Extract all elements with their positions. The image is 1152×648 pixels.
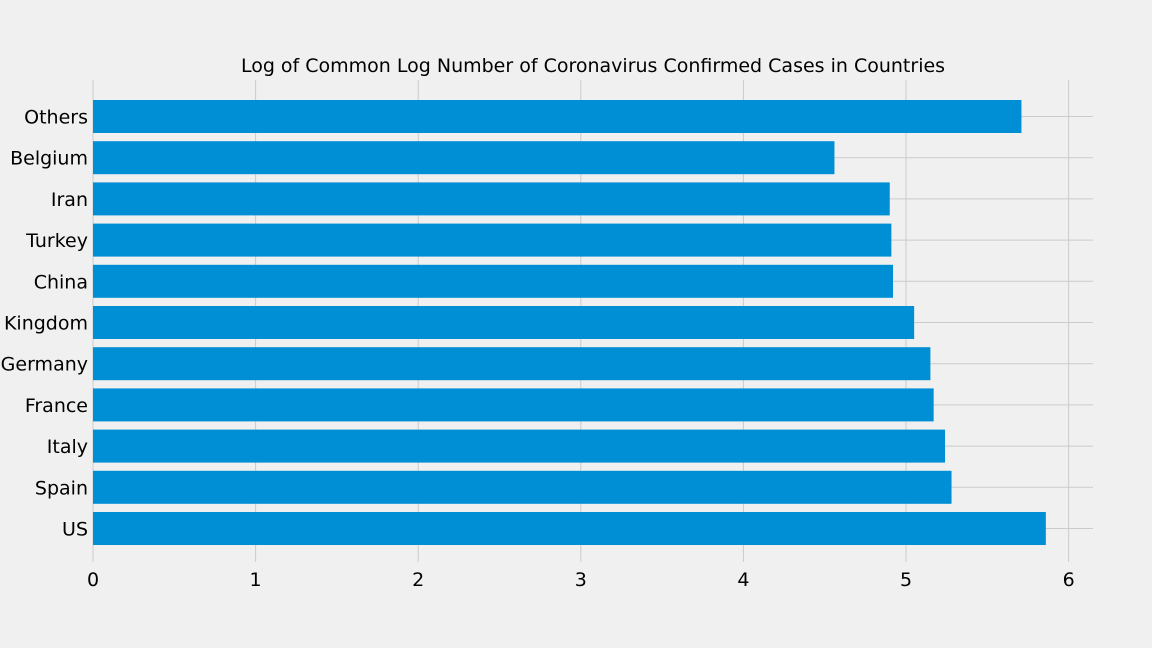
- x-tick-label: 2: [412, 569, 424, 591]
- x-tick-label: 1: [250, 569, 262, 591]
- x-tick-label: 3: [575, 569, 587, 591]
- bar-france: [93, 388, 934, 422]
- y-tick-label: US: [62, 519, 88, 541]
- y-axis-tick-labels: US Spain Italy France Germany United Kingdom C…: [0, 107, 88, 541]
- y-tick-label: Belgium: [10, 148, 88, 170]
- bar-germany: [93, 347, 931, 381]
- x-tick-label: 4: [737, 569, 749, 591]
- x-tick-label: 6: [1063, 569, 1075, 591]
- bar-belgium: [93, 141, 835, 175]
- bars: [93, 100, 1046, 545]
- x-tick-label: 0: [87, 569, 99, 591]
- y-tick-label: Iran: [51, 189, 88, 211]
- y-tick-label: Italy: [47, 436, 88, 458]
- y-tick-label: Turkey: [25, 230, 88, 252]
- y-tick-label: Spain: [35, 477, 88, 499]
- bar-us: [93, 512, 1046, 545]
- bar-china: [93, 264, 893, 298]
- chart-title: Log of Common Log Number of Coronavirus …: [241, 55, 945, 77]
- y-tick-label: France: [25, 395, 88, 417]
- y-tick-label: China: [34, 271, 88, 293]
- bar-others: [93, 100, 1022, 133]
- y-tick-label: United Kingdom: [0, 313, 88, 335]
- bar-iran: [93, 182, 890, 216]
- bar-spain: [93, 470, 952, 504]
- bar-italy: [93, 429, 946, 463]
- bar-turkey: [93, 223, 892, 257]
- bar-united-kingdom: [93, 306, 915, 339]
- x-axis-tick-labels: 0 1 2 3 4 5 6: [87, 569, 1075, 591]
- y-tick-label: Others: [24, 107, 88, 129]
- y-tick-label: Germany: [1, 354, 88, 376]
- x-tick-label: 5: [900, 569, 912, 591]
